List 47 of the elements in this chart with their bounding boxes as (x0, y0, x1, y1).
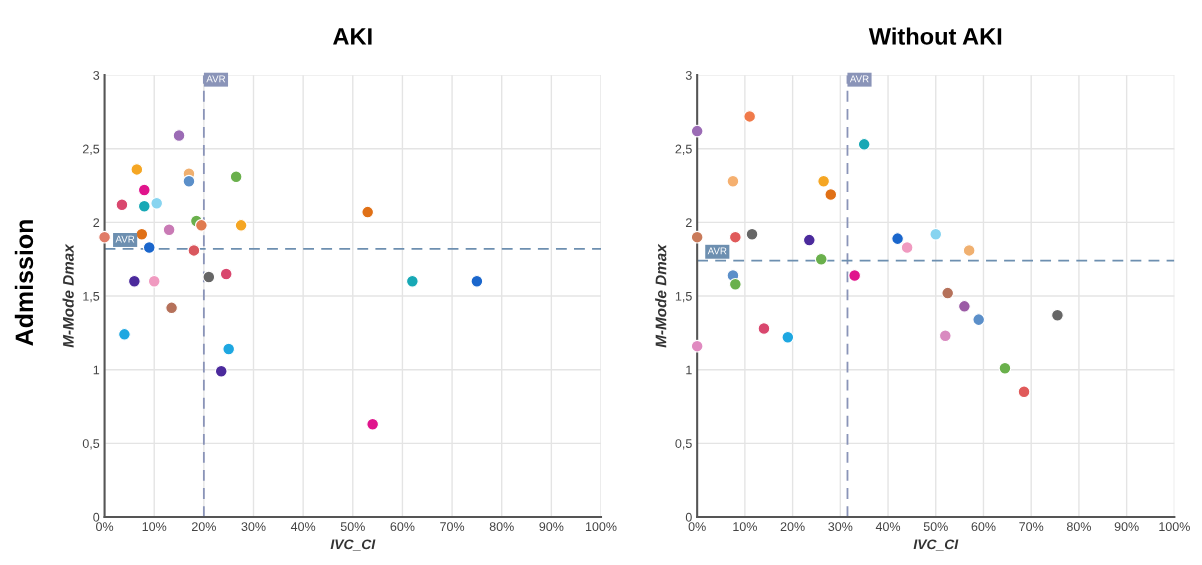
ref-line-label: AVR (707, 247, 727, 255)
text: Admission (14, 220, 34, 346)
y-tick-label: 3 (93, 70, 100, 80)
x-tick-label: 100% (585, 522, 617, 532)
ref-line-label: AVR (206, 75, 226, 83)
y-tick-label: 2 (685, 218, 692, 227)
y-tick-label: 2 (93, 218, 100, 227)
x-tick-label: 10% (142, 522, 167, 532)
x-tick-label: 80% (1066, 522, 1091, 532)
x-tick-label: 40% (875, 522, 901, 532)
x-tick-label: 70% (1019, 522, 1044, 532)
x-tick-label: 80% (489, 522, 514, 532)
y-axis-title: M-Mode Dmax (62, 243, 74, 348)
x-tick-label: 0% (96, 522, 114, 532)
y-tick-label: 0 (685, 512, 692, 522)
y-tick-label: 3 (685, 70, 692, 80)
chart-title: AKI (333, 28, 372, 45)
x-tick-label: 90% (1114, 522, 1139, 532)
x-tick-label: 40% (290, 522, 316, 532)
x-tick-label: 20% (780, 522, 805, 532)
x-tick-label: 50% (340, 522, 365, 532)
x-tick-label: 70% (440, 522, 465, 532)
ref-line-label: AVR (115, 235, 135, 243)
x-tick-label: 50% (923, 522, 948, 532)
x-tick-label: 60% (390, 522, 415, 532)
ref-line-label: AVR (849, 75, 869, 83)
x-tick-label: 30% (241, 522, 266, 532)
x-tick-label: 90% (539, 522, 564, 532)
chart-title: Without AKI (868, 27, 1002, 45)
x-tick-label: 100% (1159, 522, 1190, 532)
y-tick-label: 1 (93, 365, 100, 375)
y-tick-label: 1,5 (675, 291, 692, 303)
y-tick-label: 0 (93, 512, 100, 522)
x-tick-label: 20% (191, 522, 216, 532)
x-axis-title: IVC_CI (913, 539, 959, 551)
y-tick-label: 2,5 (675, 144, 692, 155)
x-tick-label: 30% (828, 522, 853, 532)
x-axis-title: IVC_CI (330, 539, 376, 551)
y-axis-title: M-Mode Dmax (655, 243, 667, 348)
y-tick-label: 0,5 (675, 439, 692, 450)
y-tick-label: 0,5 (82, 439, 100, 450)
x-tick-label: 10% (733, 522, 757, 532)
x-tick-label: 0% (688, 522, 706, 532)
x-tick-label: 60% (971, 522, 996, 532)
y-tick-label: 1,5 (83, 291, 100, 303)
y-tick-label: 2,5 (82, 144, 100, 155)
y-tick-label: 1 (686, 365, 692, 375)
